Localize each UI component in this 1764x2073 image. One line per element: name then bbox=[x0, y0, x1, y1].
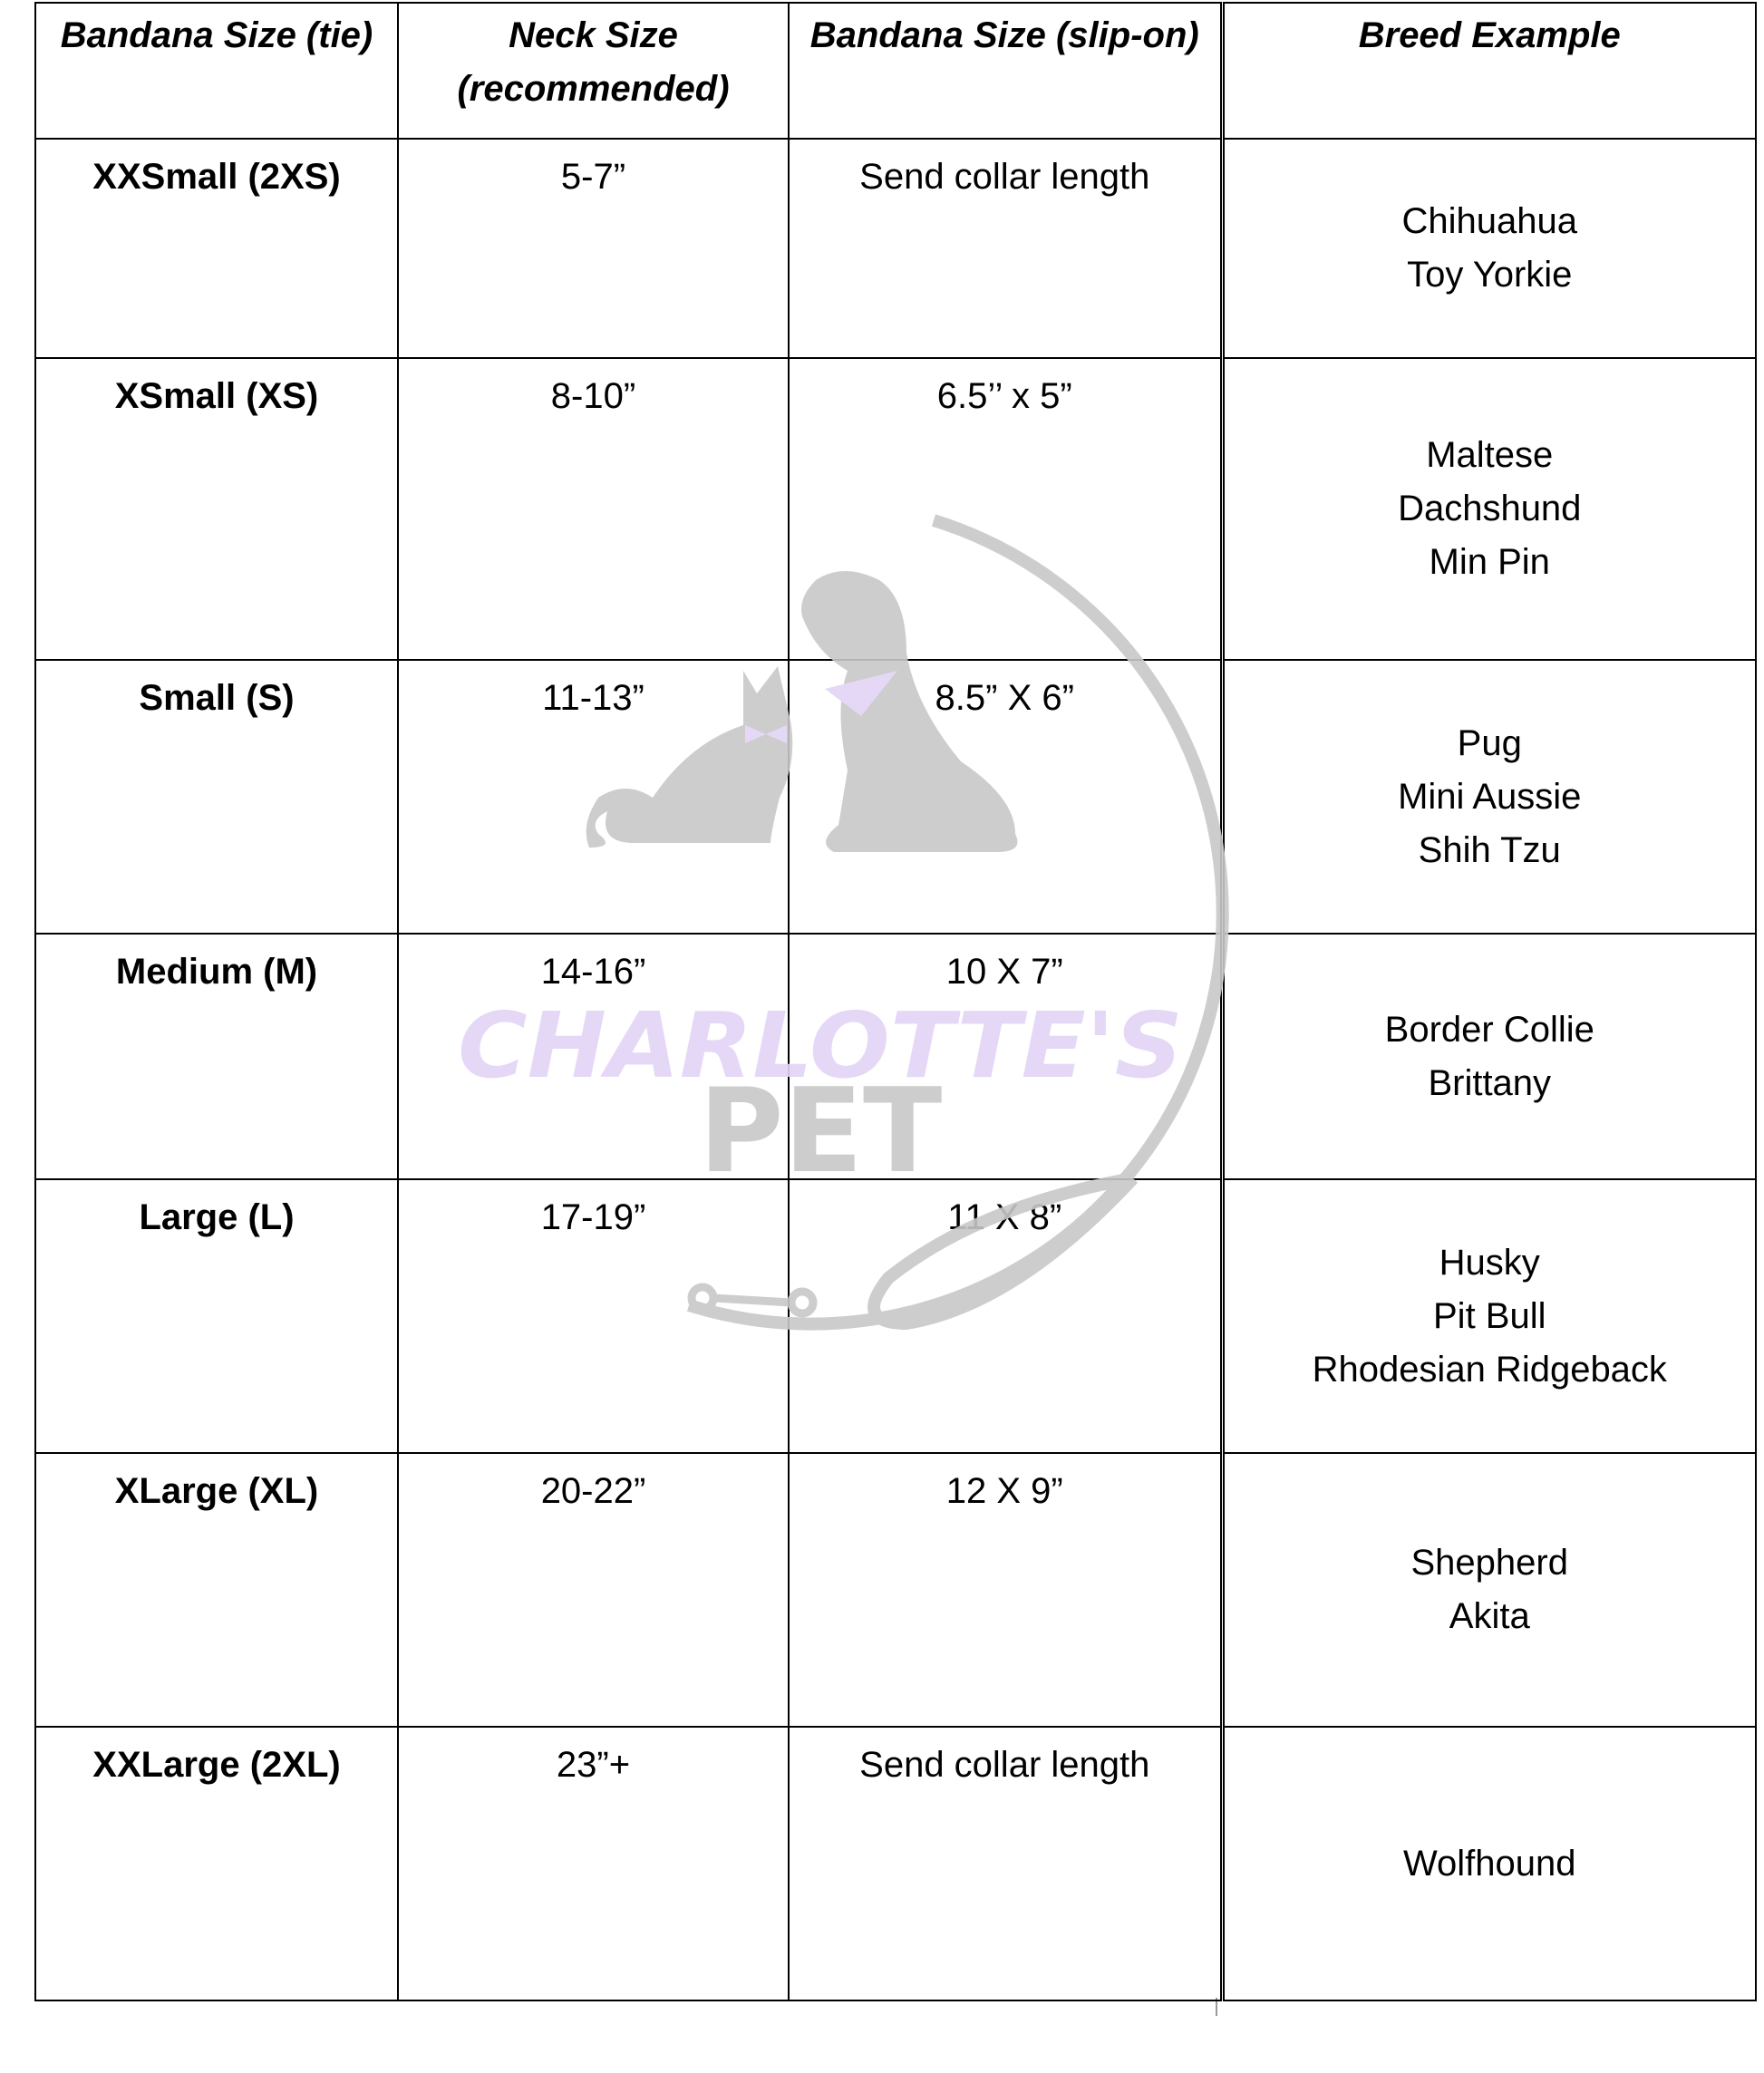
bandana-size-table: Bandana Size (tie) Neck Size (recommende… bbox=[34, 2, 1757, 2001]
slipon-cell: 8.5” X 6” bbox=[788, 659, 1225, 935]
slipon-cell: Send collar length bbox=[788, 1726, 1225, 2001]
slipon-cell: 10 X 7” bbox=[788, 933, 1225, 1180]
neck-cell: 17-19” bbox=[397, 1178, 790, 1454]
breed-name: Chihuahua bbox=[1401, 201, 1578, 241]
table-row: Medium (M) 14-16” 10 X 7” Border Collie Brit… bbox=[34, 933, 1757, 1180]
breed-name: Akita bbox=[1449, 1596, 1530, 1636]
size-cell: Small (S) bbox=[34, 659, 399, 935]
size-cell: XLarge (XL) bbox=[34, 1452, 399, 1728]
breed-name: Pug bbox=[1457, 722, 1522, 763]
table-line-extension bbox=[1216, 1998, 1217, 2016]
size-cell: XXLarge (2XL) bbox=[34, 1726, 399, 2001]
breed-cell: Husky Pit Bull Rhodesian Ridgeback bbox=[1221, 1178, 1757, 1454]
table-row: Small (S) 11-13” 8.5” X 6” Pug Mini Aussie Sh… bbox=[34, 659, 1757, 935]
table-row: Large (L) 17-19” 11 X 8” Husky Pit Bull Rhode… bbox=[34, 1178, 1757, 1454]
neck-cell: 11-13” bbox=[397, 659, 790, 935]
header-bandana-size-slipon: Bandana Size (slip-on) bbox=[788, 2, 1225, 140]
breed-name: Brittany bbox=[1428, 1062, 1552, 1103]
breed-name: Border Collie bbox=[1384, 1009, 1594, 1050]
slipon-cell: 12 X 9” bbox=[788, 1452, 1225, 1728]
breed-cell: Maltese Dachshund Min Pin bbox=[1221, 357, 1757, 661]
breed-cell: Wolfhound bbox=[1221, 1726, 1757, 2001]
table-row: XXSmall (2XS) 5-7” Send collar length Chihu… bbox=[34, 138, 1757, 359]
breed-name: Wolfhound bbox=[1402, 1843, 1576, 1884]
table-row: XLarge (XL) 20-22” 12 X 9” Shepherd Akita bbox=[34, 1452, 1757, 1728]
breed-name: Mini Aussie bbox=[1398, 776, 1582, 817]
neck-cell: 8-10” bbox=[397, 357, 790, 661]
header-neck-size: Neck Size (recommended) bbox=[397, 2, 790, 140]
table-row: XSmall (XS) 8-10” 6.5’’ x 5” Maltese Dachshu… bbox=[34, 357, 1757, 661]
breed-cell: Shepherd Akita bbox=[1221, 1452, 1757, 1728]
slipon-cell: Send collar length bbox=[788, 138, 1225, 359]
neck-cell: 23”+ bbox=[397, 1726, 790, 2001]
breed-name: Maltese bbox=[1426, 435, 1554, 475]
neck-cell: 5-7” bbox=[397, 138, 790, 359]
size-cell: XXSmall (2XS) bbox=[34, 138, 399, 359]
breed-name: Shih Tzu bbox=[1418, 829, 1561, 870]
breed-name: Husky bbox=[1439, 1242, 1540, 1283]
breed-cell: Chihuahua Toy Yorkie bbox=[1221, 138, 1757, 359]
neck-cell: 14-16” bbox=[397, 933, 790, 1180]
breed-name: Min Pin bbox=[1429, 542, 1550, 582]
breed-name: Shepherd bbox=[1410, 1543, 1568, 1583]
size-cell: Large (L) bbox=[34, 1178, 399, 1454]
breed-name: Toy Yorkie bbox=[1407, 255, 1573, 295]
header-bandana-size-tie: Bandana Size (tie) bbox=[34, 2, 399, 140]
breed-name: Pit Bull bbox=[1433, 1295, 1546, 1336]
breed-cell: Pug Mini Aussie Shih Tzu bbox=[1221, 659, 1757, 935]
slipon-cell: 6.5’’ x 5” bbox=[788, 357, 1225, 661]
breed-name: Rhodesian Ridgeback bbox=[1312, 1349, 1667, 1390]
size-cell: Medium (M) bbox=[34, 933, 399, 1180]
breed-cell: Border Collie Brittany bbox=[1221, 933, 1757, 1180]
table-row: XXLarge (2XL) 23”+ Send collar length Wolfh… bbox=[34, 1726, 1757, 2001]
slipon-cell: 11 X 8” bbox=[788, 1178, 1225, 1454]
header-row: Bandana Size (tie) Neck Size (recommende… bbox=[34, 2, 1757, 140]
header-breed-example: Breed Example bbox=[1221, 2, 1757, 140]
breed-name: Dachshund bbox=[1398, 489, 1582, 528]
neck-cell: 20-22” bbox=[397, 1452, 790, 1728]
size-cell: XSmall (XS) bbox=[34, 357, 399, 661]
